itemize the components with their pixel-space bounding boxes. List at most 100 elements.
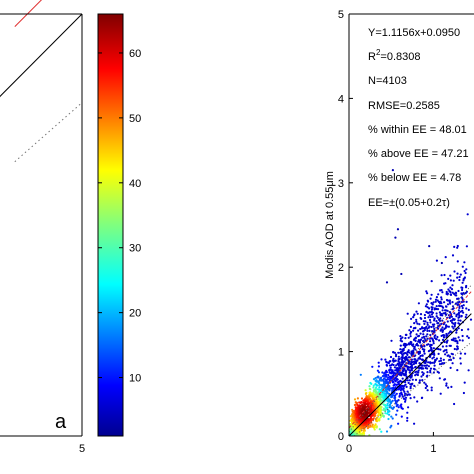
- scatter-point: [406, 411, 409, 414]
- scatter-point: [417, 371, 420, 374]
- scatter-point: [364, 392, 367, 395]
- scatter-point: [412, 316, 415, 319]
- scatter-point: [461, 339, 464, 342]
- scatter-point: [414, 378, 418, 381]
- scatter-point: [392, 357, 395, 360]
- scatter-point: [447, 332, 450, 335]
- scatter-point: [431, 303, 434, 306]
- annotation-n: N=4103: [368, 75, 407, 87]
- scatter-outlier-point: [394, 236, 397, 239]
- scatter-point: [385, 364, 389, 367]
- scatter-point: [429, 297, 432, 300]
- scatter-point: [423, 313, 426, 317]
- scatter-point: [386, 404, 389, 407]
- scatter-point: [385, 430, 389, 433]
- scatter-point: [416, 400, 419, 403]
- scatter-point: [384, 358, 387, 361]
- scatter-point: [458, 339, 461, 342]
- scatter-point: [445, 298, 449, 302]
- scatter-point: [434, 358, 437, 362]
- scatter-point: [360, 397, 364, 400]
- scatter-point: [421, 354, 424, 357]
- scatter-point: [456, 342, 459, 345]
- scatter-point: [370, 382, 373, 385]
- scatter-point: [459, 310, 462, 313]
- colorbar-tick-label: 50: [129, 113, 141, 125]
- scatter-point: [420, 317, 423, 320]
- scatter-point: [400, 415, 403, 418]
- annotation-r-squared-value: =0.8308: [380, 51, 420, 63]
- scatter-point: [435, 312, 438, 315]
- scatter-point: [442, 306, 445, 309]
- scatter-point: [455, 329, 458, 332]
- scatter-point: [426, 292, 429, 295]
- scatter-point: [449, 290, 452, 294]
- panel-b-y-tick-label: 4: [338, 93, 344, 105]
- scatter-point: [386, 410, 389, 413]
- scatter-point: [464, 352, 467, 355]
- scatter-point: [397, 351, 400, 354]
- scatter-point: [457, 309, 460, 312]
- scatter-point: [426, 323, 429, 326]
- scatter-point: [407, 406, 410, 409]
- scatter-point: [428, 355, 432, 358]
- scatter-point: [447, 288, 450, 291]
- scatter-point: [429, 345, 432, 348]
- scatter-point: [404, 345, 407, 349]
- scatter-point: [418, 323, 421, 326]
- scatter-point: [416, 312, 419, 315]
- scatter-point: [424, 320, 427, 323]
- scatter-point: [460, 315, 463, 318]
- scatter-point: [425, 303, 428, 306]
- scatter-point: [463, 269, 466, 273]
- scatter-point: [426, 337, 429, 340]
- scatter-point: [448, 344, 451, 347]
- panel-b-annotations: Y=1.1156x+0.0950 R2=0.8308 N=4103 RMSE=0…: [368, 27, 469, 209]
- scatter-point: [421, 371, 424, 374]
- scatter-point: [454, 321, 457, 325]
- scatter-point: [415, 310, 418, 313]
- scatter-point: [371, 425, 374, 428]
- scatter-point: [430, 308, 434, 311]
- scatter-point: [397, 358, 400, 361]
- scatter-point: [383, 372, 386, 375]
- scatter-point: [371, 365, 374, 368]
- scatter-point: [376, 369, 379, 372]
- scatter-point: [400, 407, 403, 410]
- scatter-point: [399, 337, 403, 340]
- scatter-point: [436, 335, 439, 339]
- scatter-point: [375, 419, 378, 422]
- panel-b: 0 1 2 3 4 5 0 1 Modis AOD at 0.55μm Y=1.1156x+0…: [324, 9, 474, 455]
- scatter-outlier-point: [428, 245, 431, 248]
- scatter-point: [374, 383, 377, 386]
- scatter-point: [384, 406, 388, 409]
- scatter-point: [451, 362, 454, 365]
- scatter-point: [391, 417, 394, 420]
- scatter-point: [427, 316, 430, 319]
- scatter-point: [445, 292, 448, 295]
- scatter-point: [394, 380, 397, 383]
- scatter-point: [388, 369, 391, 372]
- scatter-point: [385, 371, 388, 374]
- panel-b-y-tick-label: 3: [338, 178, 344, 190]
- scatter-point: [448, 355, 451, 358]
- scatter-point: [462, 279, 465, 282]
- scatter-point: [423, 381, 426, 384]
- scatter-point: [375, 426, 378, 429]
- scatter-point: [438, 311, 441, 314]
- scatter-point: [422, 333, 425, 336]
- scatter-point: [442, 358, 445, 361]
- scatter-outlier-point: [396, 228, 400, 231]
- scatter-point: [362, 432, 366, 435]
- scatter-point: [428, 307, 431, 310]
- scatter-point: [406, 312, 409, 315]
- scatter-point: [430, 293, 433, 296]
- scatter-point: [439, 392, 442, 395]
- scatter-point: [409, 332, 412, 335]
- scatter-point: [436, 316, 439, 319]
- scatter-point: [429, 315, 432, 319]
- panel-b-lines: [348, 284, 472, 437]
- scatter-point: [426, 389, 429, 392]
- scatter-point: [440, 296, 443, 299]
- scatter-point: [452, 327, 455, 330]
